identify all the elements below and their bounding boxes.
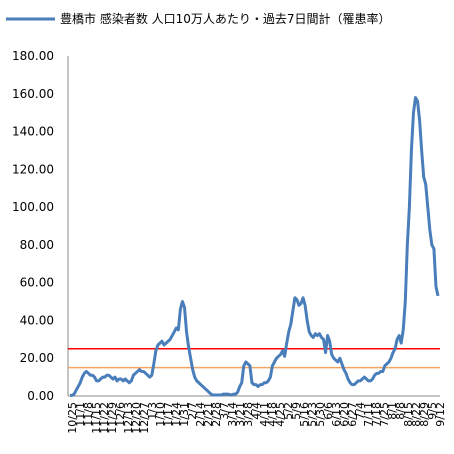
x-tick-label: 3/7 (218, 402, 231, 420)
x-tick-label: 5/9 (290, 402, 303, 420)
x-tick-label: 5/2 (282, 402, 295, 420)
x-tick-label: 7/25 (378, 402, 391, 427)
x-tick-label: 11/22 (98, 402, 111, 434)
x-tick-label: 12/20 (130, 402, 143, 434)
x-tick-label: 5/30 (314, 402, 327, 427)
x-tick-label: 3/21 (234, 402, 247, 427)
x-tick-label: 8/15 (402, 402, 415, 427)
x-tick-label: 12/6 (114, 402, 127, 427)
x-tick-label: 11/29 (106, 402, 119, 434)
y-tick-label: 40.00 (20, 313, 54, 327)
x-tick-label: 6/20 (338, 402, 351, 427)
series-layer (70, 96, 440, 397)
y-tick-label: 60.00 (20, 276, 54, 290)
x-tick-label: 1/10 (154, 402, 167, 427)
x-tick-label: 4/25 (274, 402, 287, 427)
x-tick-label: 11/1 (74, 402, 87, 427)
x-tick-label: 9/5 (426, 402, 439, 420)
y-tick-label: 100.00 (12, 200, 54, 214)
x-tick-label: 8/29 (418, 402, 431, 427)
y-tick-label: 0.00 (27, 389, 54, 403)
x-tick-label: 1/17 (162, 402, 175, 427)
x-tick-label: 2/28 (210, 402, 223, 427)
x-tick-label: 1/3 (146, 402, 159, 420)
chart-legend: 豊橋市 感染者数 人口10万人あたり・過去7日間計（罹患率） (6, 11, 391, 26)
y-tick-label: 120.00 (12, 162, 54, 176)
x-tick-label: 10/25 (66, 402, 79, 434)
x-tick-label: 6/27 (346, 402, 359, 427)
x-tick-label: 8/1 (386, 402, 399, 420)
y-axis-ticks: 0.00 20.00 40.00 60.00 80.00 100.00 120.00 140.… (12, 49, 54, 403)
x-tick-label: 2/14 (194, 402, 207, 427)
x-tick-label: 1/24 (170, 402, 183, 427)
y-tick-label: 160.00 (12, 87, 54, 101)
x-tick-label: 4/18 (266, 402, 279, 427)
x-tick-label: 9/12 (434, 402, 447, 427)
x-tick-label: 5/16 (298, 402, 311, 427)
x-tick-label: 3/14 (226, 402, 239, 427)
y-tick-label: 20.00 (20, 351, 54, 365)
x-tick-label: 5/23 (306, 402, 319, 427)
legend-label: 豊橋市 感染者数 人口10万人あたり・過去7日間計（罹患率） (60, 11, 391, 26)
series-line (70, 96, 440, 397)
x-tick-label: 2/21 (202, 402, 215, 427)
x-tick-label: 1/31 (178, 402, 191, 427)
x-tick-label: 3/28 (242, 402, 255, 427)
y-tick-label: 180.00 (12, 49, 54, 63)
x-tick-label: 4/11 (258, 402, 271, 427)
x-tick-label: 6/6 (322, 402, 335, 420)
x-tick-label: 12/27 (138, 402, 151, 434)
x-tick-label: 8/8 (394, 402, 407, 420)
x-tick-label: 4/4 (250, 402, 263, 420)
reference-lines (68, 348, 440, 369)
x-tick-label: 2/7 (186, 402, 199, 420)
x-axis-ticks: 10/2511/111/811/1511/2211/2912/612/1312/… (66, 402, 447, 434)
x-tick-label: 7/11 (362, 402, 375, 427)
x-tick-label: 12/13 (122, 402, 135, 434)
y-tick-label: 140.00 (12, 125, 54, 139)
x-tick-label: 7/18 (370, 402, 383, 427)
x-tick-label: 11/15 (90, 402, 103, 434)
x-tick-label: 11/8 (82, 402, 95, 427)
x-tick-label: 6/13 (330, 402, 343, 427)
y-tick-label: 80.00 (20, 238, 54, 252)
x-tick-label: 7/4 (354, 402, 367, 420)
x-tick-label: 8/22 (410, 402, 423, 427)
